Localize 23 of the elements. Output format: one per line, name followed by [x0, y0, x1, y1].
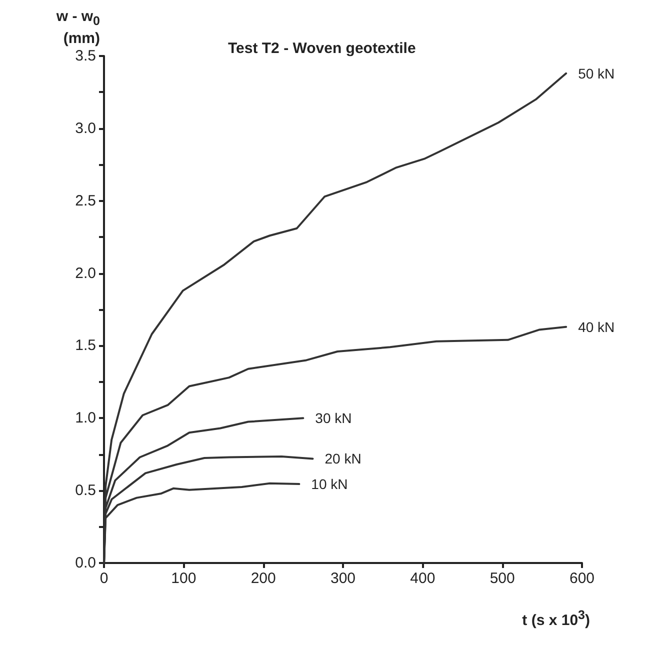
y-tick-label: 3.5: [75, 48, 96, 64]
series-label: 50 kN: [578, 65, 615, 82]
chart-title: Test T2 - Woven geotextile: [228, 40, 416, 57]
x-tick-label: 300: [330, 570, 356, 587]
y-tick-label: 1.5: [75, 337, 96, 354]
x-tick-label: 600: [569, 570, 595, 587]
y-axis-title: w - w$_{0}$ (mm): [55, 8, 100, 48]
y-tick-label: 0.0: [75, 554, 96, 572]
x-tick-label: 500: [490, 570, 515, 587]
series-label: 40 kN: [578, 318, 615, 335]
y-tick-label: 2.0: [75, 264, 96, 282]
x-tick-label: 100: [171, 570, 196, 587]
y-tick-label: 0.5: [75, 482, 96, 500]
x-tick-label: 0: [100, 570, 108, 587]
y-tick-label: 1.0: [75, 410, 96, 427]
x-axis-title: t (s x 10$^{3}$): [522, 607, 590, 630]
y-tick-label: 3.0: [75, 120, 96, 137]
series-label: 20 kN: [324, 450, 362, 467]
y-tick-label: 2.5: [75, 192, 96, 210]
series-label: 10 kN: [311, 476, 348, 492]
series-label: 30 kN: [315, 410, 352, 426]
x-tick-label: 400: [410, 570, 436, 587]
x-tick-label: 200: [250, 570, 276, 587]
